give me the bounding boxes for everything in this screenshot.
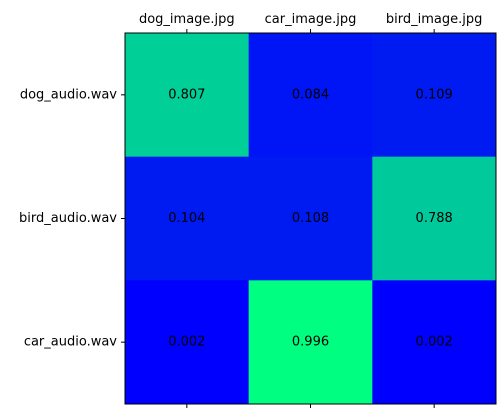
heatmap-cell <box>125 156 250 281</box>
cell-value-label: 0.108 <box>292 211 329 226</box>
cell-value-label: 0.807 <box>168 87 205 102</box>
x-tick-label: car_image.jpg <box>265 12 357 27</box>
cell-value-label: 0.002 <box>168 335 205 350</box>
heatmap-cell <box>125 33 250 158</box>
heatmap-cell <box>372 280 497 405</box>
heatmap-cell <box>248 33 373 158</box>
y-tick-label: dog_audio.wav <box>20 87 117 102</box>
heatmap-cell <box>248 280 373 405</box>
heatmap-cell <box>125 280 250 405</box>
heatmap-cell <box>372 33 497 158</box>
x-tick-label: bird_image.jpg <box>386 12 482 27</box>
cell-value-label: 0.996 <box>292 335 329 350</box>
cell-value-label: 0.788 <box>416 211 453 226</box>
y-tick-label: bird_audio.wav <box>19 211 117 226</box>
heatmap-cell <box>372 156 497 281</box>
cell-value-label: 0.084 <box>292 87 329 102</box>
heatmap-cell <box>248 156 373 281</box>
heatmap-cell-labels: 0.807 0.084 0.109 0.104 0.108 0.788 0.002 0.996… <box>168 87 453 349</box>
x-axis-ticks: dog_image.jpg car_image.jpg bird_image.jpg <box>139 12 482 408</box>
heatmap-cells <box>125 33 497 405</box>
cell-value-label: 0.109 <box>416 87 453 102</box>
y-tick-label: car_audio.wav <box>24 335 117 350</box>
cell-value-label: 0.002 <box>416 335 453 350</box>
x-tick-label: dog_image.jpg <box>139 12 235 27</box>
y-axis-ticks: dog_audio.wav bird_audio.wav car_audio.wav <box>19 87 125 350</box>
cell-value-label: 0.104 <box>168 211 205 226</box>
